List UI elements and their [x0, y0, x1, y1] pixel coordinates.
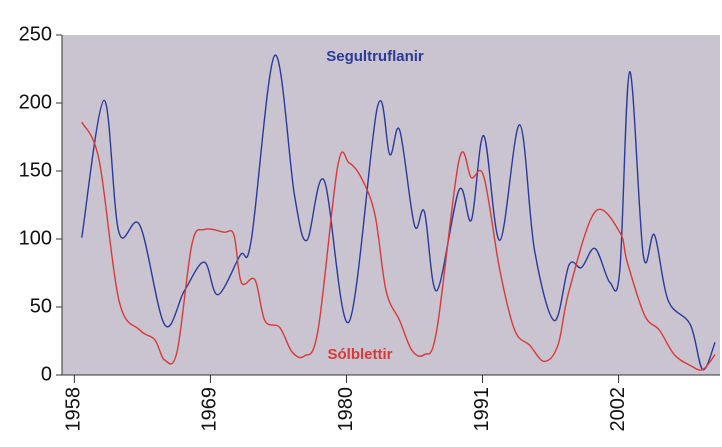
- x-tick-label: 1980: [335, 387, 357, 432]
- y-tick-label: 150: [19, 159, 52, 181]
- plot-area: [62, 35, 720, 375]
- x-tick-label: 1991: [471, 387, 493, 432]
- x-tick-label: 2002: [607, 387, 629, 432]
- y-tick-label: 200: [19, 91, 52, 113]
- series-line: [81, 54, 716, 371]
- y-tick-label: 50: [30, 295, 52, 317]
- y-tick-label: 250: [19, 23, 52, 45]
- x-tick-label: 1969: [199, 387, 221, 432]
- y-tick-label: 100: [19, 227, 52, 249]
- series-label: Segultruflanir: [326, 48, 424, 65]
- y-tick-label: 0: [41, 363, 52, 385]
- series-line: [81, 121, 716, 371]
- x-tick-label: 1958: [63, 387, 85, 432]
- series-label: Sólblettir: [327, 346, 392, 363]
